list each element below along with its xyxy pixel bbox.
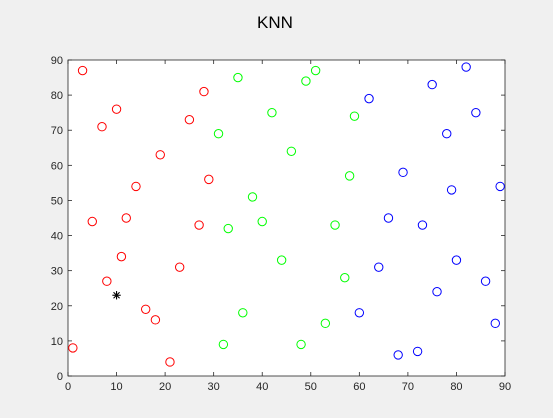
data-point [223,223,233,234]
data-point [417,220,428,230]
y-tick-label: 20 [51,301,63,313]
data-point [97,122,107,132]
data-point [238,308,248,318]
data-point [150,315,161,325]
x-tick-label: 60 [353,381,365,393]
data-point [432,287,442,297]
data-point [102,276,112,286]
data-point [131,181,141,192]
data-point [199,86,209,97]
data-point [301,76,311,86]
data-point [87,216,97,227]
data-point [194,220,204,230]
data-point [286,146,297,156]
data-point [267,107,277,118]
data-point [247,192,258,202]
chart-title: KNN [257,13,293,32]
data-point [495,181,505,192]
y-tick-label: 40 [51,231,63,243]
x-tick-label: 20 [159,381,171,393]
data-point [165,357,175,367]
y-tick-label: 60 [51,160,63,172]
data-point [204,174,214,185]
data-markers [68,62,505,367]
data-point [276,255,287,265]
query-point-asterisk [112,291,121,300]
data-point [184,114,195,125]
data-point [257,216,267,227]
plot-axes [67,59,506,377]
asterisk-stroke [113,291,120,299]
data-point [174,262,185,272]
y-tick-label: 70 [51,125,63,137]
data-point [111,104,122,114]
data-point [446,185,457,195]
axis-ticks: 0 10 20 30 40 50 60 70 80 90 0 10 20 30 40 50 60 70 80 90 [51,55,511,393]
y-tick-label: 10 [51,336,63,348]
data-point [461,62,471,72]
data-point [364,93,374,104]
data-point [349,111,360,121]
data-point [451,255,462,265]
data-point [383,213,394,223]
data-point [233,72,243,83]
x-tick-label: 30 [208,381,220,393]
data-point [344,171,355,181]
x-tick-label: 70 [402,381,414,393]
data-point [310,65,321,76]
data-point [354,308,365,318]
data-point [155,150,165,160]
data-point [374,262,384,272]
data-point [393,350,403,360]
data-point [218,339,229,350]
data-point [442,129,452,139]
y-tick-label: 90 [51,55,63,67]
x-tick-label: 90 [499,381,511,393]
data-point [330,220,340,230]
x-tick-label: 40 [256,381,268,393]
axes-box [67,59,506,377]
data-point [320,318,331,329]
y-tick-label: 80 [51,90,63,102]
data-point [116,251,127,262]
x-tick-label: 80 [450,381,462,393]
x-tick-label: 10 [110,381,122,393]
data-point [412,346,423,357]
data-point [340,272,350,283]
y-tick-label: 0 [57,371,63,383]
data-point [121,213,131,223]
data-point [427,79,437,90]
data-point [471,107,481,118]
y-tick-label: 50 [51,195,63,207]
data-point [480,276,491,286]
x-tick-label: 50 [305,381,317,393]
x-tick-label: 0 [65,381,71,393]
data-point [213,129,224,139]
data-point [140,304,151,314]
data-point [490,318,500,329]
data-point [68,343,78,353]
y-tick-label: 30 [51,266,63,278]
data-point [77,65,88,76]
data-point [296,339,306,350]
data-point [398,167,408,178]
